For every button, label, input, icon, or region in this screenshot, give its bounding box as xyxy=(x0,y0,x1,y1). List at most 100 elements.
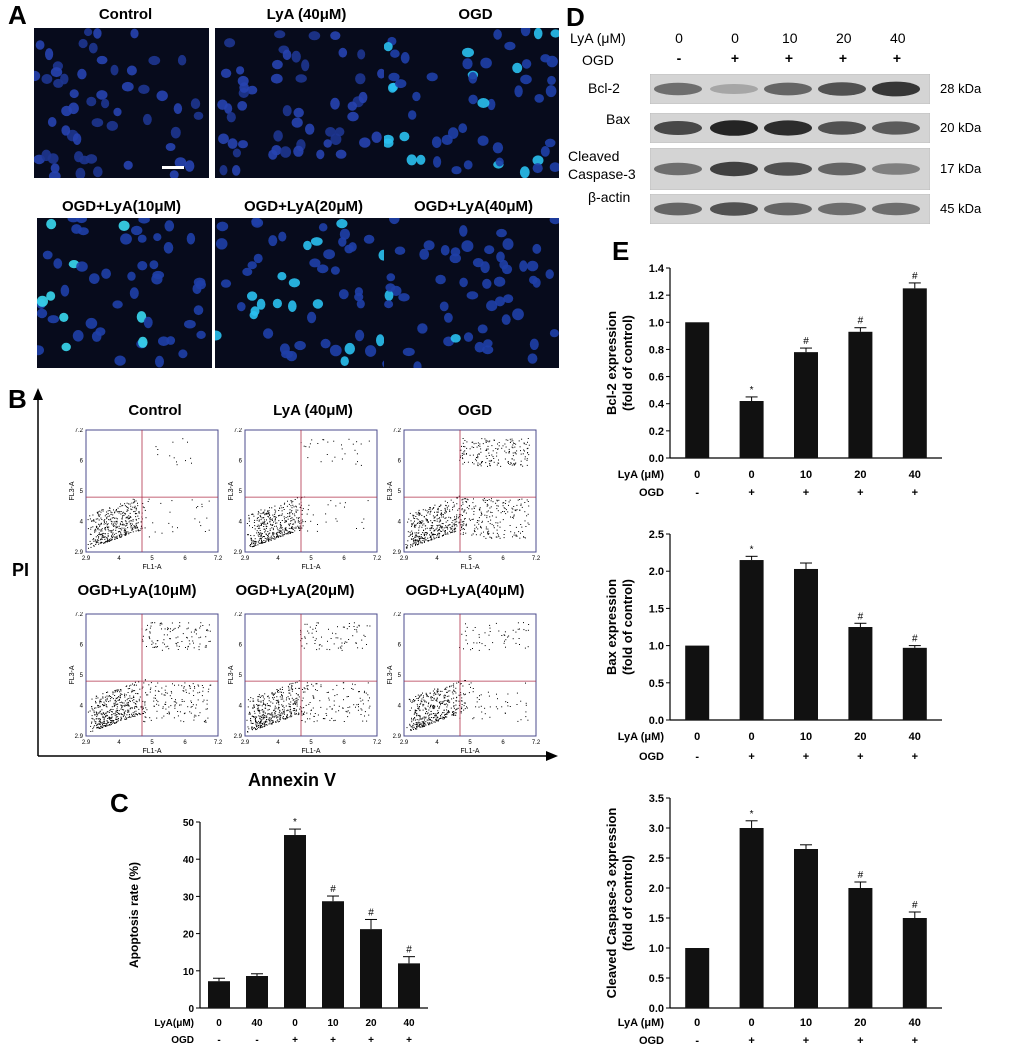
ogd-row-label: OGD xyxy=(639,751,664,763)
blot-band xyxy=(654,202,702,216)
flow-x-tick: 6 xyxy=(501,556,505,562)
lya-column-value: 0 xyxy=(675,30,683,46)
bar xyxy=(284,835,306,1008)
lya-category-label: 0 xyxy=(292,1018,298,1029)
flow-y-tick: 7.2 xyxy=(75,612,84,618)
flow-y-tick: 5 xyxy=(239,673,243,679)
bar xyxy=(685,645,710,720)
micrograph-image xyxy=(34,28,209,178)
flow-x-label: FL1-A xyxy=(301,748,320,755)
micrograph-title: OGD+LyA(40μM) xyxy=(413,198,534,215)
lya-category-label: 20 xyxy=(854,469,866,481)
micrograph-image xyxy=(215,28,390,178)
flow-plot-title: OGD+LyA(20μM) xyxy=(235,582,355,599)
significance-marker: # xyxy=(406,945,412,956)
ogd-row-label: OGD xyxy=(639,1035,664,1047)
ogd-category-label: + xyxy=(857,751,863,763)
bax-expression-chart: 0.0 0.5 1.0 1.5 2.0 2.5 Bax expression (fold of… xyxy=(604,529,942,763)
flow-x-tick: 6 xyxy=(183,740,187,746)
flow-scatter-plot: 2.92.9 4 4 5 5 6 6 7.2 7.2 FL1-A FL3-A xyxy=(228,428,382,571)
flow-x-tick: 6 xyxy=(501,740,505,746)
significance-marker: * xyxy=(750,385,754,396)
bar xyxy=(360,929,382,1008)
blot-band xyxy=(818,82,866,96)
flow-plot-title: Control xyxy=(128,402,182,419)
blot-band xyxy=(764,82,812,96)
lya-category-label: 40 xyxy=(403,1018,415,1029)
lya-column-value: 0 xyxy=(731,30,739,46)
flow-scatter-plot: 2.92.9 4 4 5 5 6 6 7.2 7.2 FL1-A FL3-A xyxy=(387,428,541,571)
y-tick-label: 1.5 xyxy=(649,603,664,615)
ogd-column-value: + xyxy=(784,50,794,66)
ogd-column-value: + xyxy=(838,50,848,66)
lya-column-value: 10 xyxy=(782,30,798,46)
bar xyxy=(794,352,818,458)
annexin-axis-label: Annexin V xyxy=(248,770,337,790)
significance-marker: # xyxy=(858,611,864,622)
flow-y-tick: 6 xyxy=(239,643,243,649)
flow-x-tick: 4 xyxy=(435,740,439,746)
bar xyxy=(848,888,873,1008)
y-tick-label: 0 xyxy=(188,1004,194,1015)
flow-x-label: FL1-A xyxy=(142,748,161,755)
ogd-category-label: - xyxy=(255,1035,258,1046)
lya-category-label: 10 xyxy=(800,1017,812,1029)
blot-band xyxy=(818,202,866,216)
ogd-column-value: + xyxy=(730,50,740,66)
micrograph-title: OGD+LyA(20μM) xyxy=(243,198,364,215)
y-tick-label: 2.0 xyxy=(649,883,664,895)
flow-y-tick: 5 xyxy=(239,489,243,495)
flow-x-label: FL1-A xyxy=(460,564,479,571)
flow-x-tick: 4 xyxy=(435,556,439,562)
blot-band xyxy=(872,121,920,135)
flow-x-tick: 2.9 xyxy=(241,556,250,562)
flow-x-label: FL1-A xyxy=(301,564,320,571)
micrograph-image xyxy=(37,218,212,368)
ogd-category-label: + xyxy=(330,1035,336,1046)
micrograph-image xyxy=(215,218,390,368)
panel-letter-a: A xyxy=(8,0,27,30)
lya-category-label: 0 xyxy=(694,469,700,481)
flow-x-tick: 2.9 xyxy=(82,740,91,746)
micrograph-image xyxy=(384,218,559,368)
ogd-category-label: - xyxy=(217,1035,220,1046)
significance-marker: # xyxy=(912,634,918,645)
bar xyxy=(902,647,927,720)
ogd-category-label: - xyxy=(695,487,699,499)
lya-category-label: 20 xyxy=(365,1018,377,1029)
flow-y-tick: 5 xyxy=(398,489,402,495)
flow-x-tick: 6 xyxy=(183,556,187,562)
lya-column-value: 20 xyxy=(836,30,852,46)
ogd-category-label: + xyxy=(292,1035,298,1046)
ogd-category-label: + xyxy=(803,487,809,499)
blot-band xyxy=(710,120,758,136)
y-tick-label: 40 xyxy=(183,855,195,866)
flow-plot-title: OGD+LyA(10μM) xyxy=(77,582,197,599)
flow-y-tick: 6 xyxy=(398,459,402,465)
bar xyxy=(685,322,710,458)
flow-x-tick: 5 xyxy=(468,740,472,746)
significance-marker: # xyxy=(912,900,918,911)
y-axis-title: (fold of control) xyxy=(620,579,635,675)
flow-x-tick: 2.9 xyxy=(241,740,250,746)
flow-x-tick: 4 xyxy=(276,556,280,562)
flow-y-tick: 7.2 xyxy=(75,428,84,434)
flow-y-tick: 6 xyxy=(239,459,243,465)
blot-band xyxy=(818,121,866,135)
significance-marker: # xyxy=(330,884,336,895)
bar xyxy=(685,948,710,1008)
flow-x-tick: 7.2 xyxy=(373,556,382,562)
flow-y-tick: 4 xyxy=(398,704,402,710)
band-kda: 45 kDa xyxy=(940,201,982,216)
blot-band xyxy=(654,162,702,176)
flow-x-tick: 6 xyxy=(342,556,346,562)
flow-x-tick: 7.2 xyxy=(214,740,223,746)
flow-scatter-plot: 2.92.9 4 4 5 5 6 6 7.2 7.2 FL1-A FL3-A xyxy=(69,612,223,755)
band-kda: 20 kDa xyxy=(940,120,982,135)
band-name: Cleaved xyxy=(568,148,620,164)
y-tick-label: 0.0 xyxy=(649,1003,664,1015)
lya-category-label: 10 xyxy=(327,1018,339,1029)
flow-x-tick: 2.9 xyxy=(400,740,409,746)
lya-category-label: 40 xyxy=(909,731,921,743)
ogd-column-value: + xyxy=(892,50,902,66)
